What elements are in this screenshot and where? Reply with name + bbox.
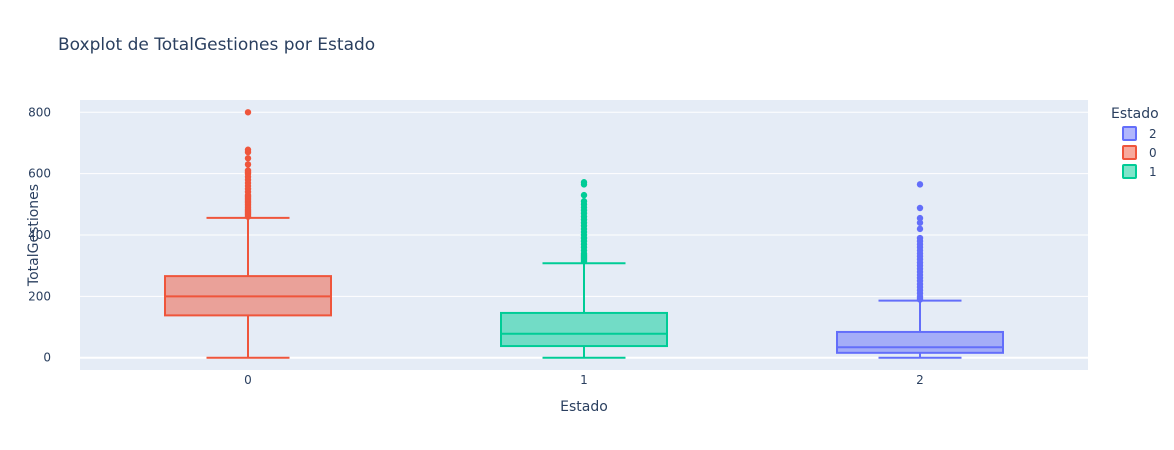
axes: 0 200 400 600 800 0 1 2 xyxy=(28,105,924,387)
legend-title: Estado xyxy=(1111,106,1159,122)
legend-label: 1 xyxy=(1149,165,1157,179)
outlier-point[interactable] xyxy=(916,181,924,188)
outlier-point[interactable] xyxy=(916,225,924,233)
outlier-point[interactable] xyxy=(916,234,924,242)
legend-item-1[interactable]: 1 xyxy=(1122,164,1157,179)
box-series-1[interactable] xyxy=(500,179,668,359)
y-tick-label: 600 xyxy=(28,167,51,181)
legend-label: 2 xyxy=(1149,127,1157,141)
x-axis-title: Estado xyxy=(560,399,608,415)
legend-item-2[interactable]: 2 xyxy=(1122,126,1157,141)
box-series-2[interactable] xyxy=(836,181,1004,359)
x-tick-label: 2 xyxy=(916,373,924,387)
outlier-point[interactable] xyxy=(244,167,252,174)
box-series-0[interactable] xyxy=(164,109,332,359)
outlier-point[interactable] xyxy=(244,161,252,168)
legend-swatch xyxy=(1122,164,1137,179)
iqr-box[interactable] xyxy=(500,311,668,348)
y-axis-title: TotalGestiones xyxy=(26,184,42,287)
legend-item-0[interactable]: 0 xyxy=(1122,145,1157,160)
outlier-point[interactable] xyxy=(580,191,588,199)
legend-swatch xyxy=(1122,145,1137,160)
legend[interactable]: Estado 2 0 1 xyxy=(1111,106,1159,179)
outlier-point[interactable] xyxy=(916,204,924,212)
outlier-point[interactable] xyxy=(580,198,588,205)
outlier-point[interactable] xyxy=(916,219,924,226)
y-tick-label: 400 xyxy=(28,228,51,242)
chart-title: Boxplot de TotalGestiones por Estado xyxy=(58,35,375,55)
legend-swatch xyxy=(1122,126,1137,141)
y-tick-label: 0 xyxy=(43,351,51,365)
x-tick-label: 0 xyxy=(244,373,252,387)
outlier-point[interactable] xyxy=(580,179,588,186)
outlier-point[interactable] xyxy=(244,146,252,153)
boxes xyxy=(164,109,1004,359)
outlier-point[interactable] xyxy=(244,109,252,116)
outlier-point[interactable] xyxy=(916,214,924,222)
y-tick-label: 800 xyxy=(28,105,51,119)
outlier-point[interactable] xyxy=(244,155,252,162)
x-tick-label: 1 xyxy=(580,373,588,387)
y-tick-label: 200 xyxy=(28,289,51,303)
legend-label: 0 xyxy=(1149,146,1157,160)
iqr-box[interactable] xyxy=(836,330,1004,354)
